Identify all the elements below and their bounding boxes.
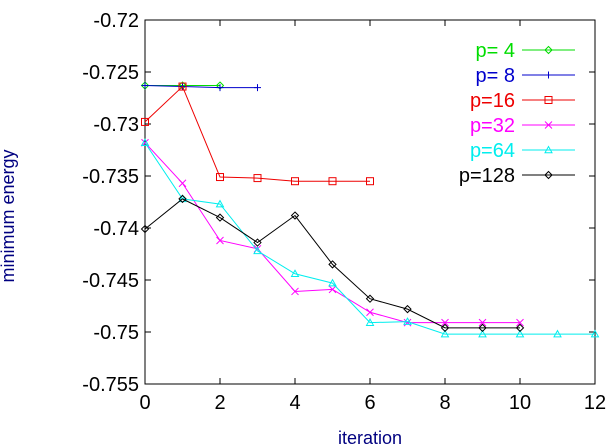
data-point-p128 <box>290 211 300 220</box>
data-point-p64 <box>365 318 375 326</box>
data-point-p32 <box>516 318 524 327</box>
series-line-p16 <box>144 85 370 182</box>
data-point-p128 <box>515 323 525 333</box>
y-tick-label: -0.75 <box>93 322 139 344</box>
data-point-p128 <box>440 323 450 333</box>
marker-stroke <box>441 318 449 327</box>
y-axis-label: minimum energy <box>0 149 18 282</box>
data-point-p64 <box>140 138 150 147</box>
plot-axes: 0 2 4 6 8 10 12 -0.72 -0.725 -0.73 -0.735 -0.74 -0.7… <box>82 10 606 414</box>
marker-stroke <box>178 179 187 188</box>
data-point-p32 <box>441 318 449 327</box>
data-point-p32 <box>403 318 412 327</box>
data-point-p32 <box>328 285 337 294</box>
data-point-p128 <box>403 304 412 314</box>
marker-stroke <box>544 121 553 129</box>
series-p8 <box>141 82 261 92</box>
marker-stroke <box>403 318 412 327</box>
data-point-p128 <box>253 238 262 247</box>
series-p64 <box>140 138 600 338</box>
x-tick-label: 8 <box>439 392 450 414</box>
legend-label-p8: p= 8 <box>476 65 515 87</box>
data-point-p32 <box>291 287 299 296</box>
legend-marker-p4 <box>544 45 553 55</box>
data-point-p64 <box>515 329 525 338</box>
legend-label-p128: p=128 <box>459 165 515 187</box>
legend-label-p32: p=32 <box>470 115 515 137</box>
data-point-p16 <box>366 177 374 186</box>
y-tick-label: -0.73 <box>93 114 139 136</box>
data-point-p8 <box>254 84 261 92</box>
data-point-p128 <box>478 323 487 333</box>
legend-marker-p32 <box>544 121 553 129</box>
data-point-p128 <box>215 213 225 222</box>
data-point-p32 <box>178 179 187 188</box>
y-tick-label: -0.745 <box>82 270 139 292</box>
y-tick-label: -0.735 <box>82 166 139 188</box>
marker-stroke <box>516 318 524 327</box>
x-axis-label: iteration <box>338 428 402 448</box>
legend-label-p16: p=16 <box>470 90 515 112</box>
marker-stroke <box>478 318 487 327</box>
data-point-p8 <box>216 84 224 92</box>
data-point-p32 <box>216 236 224 245</box>
data-point-p16 <box>178 82 187 91</box>
data-point-p128 <box>140 224 150 234</box>
data-point-p32 <box>366 308 374 317</box>
legend-marker-p128 <box>544 170 553 180</box>
data-point-p64 <box>328 278 337 287</box>
series-line-p8 <box>144 85 258 89</box>
x-tick-label: 2 <box>214 392 225 414</box>
y-tick-label: -0.72 <box>93 10 139 32</box>
data-point-p64 <box>215 199 225 208</box>
data-point-p64 <box>440 329 450 338</box>
plot-series <box>140 81 600 338</box>
legend-label-p64: p=64 <box>470 140 515 162</box>
legend-marker-p64 <box>544 145 553 154</box>
y-tick-label: -0.755 <box>82 374 139 396</box>
series-line-p128 <box>144 198 520 329</box>
marker-stroke <box>216 236 224 245</box>
data-point-p16 <box>328 177 337 186</box>
data-point-p64 <box>553 329 562 338</box>
legend-label-p4: p= 4 <box>476 40 515 62</box>
data-point-p64 <box>478 329 487 338</box>
data-point-p16 <box>291 177 299 186</box>
series-p128 <box>140 194 525 333</box>
data-point-p64 <box>290 269 300 278</box>
marker-stroke <box>366 308 374 317</box>
data-point-p16 <box>216 173 224 182</box>
x-tick-label: 6 <box>364 392 375 414</box>
data-point-p128 <box>365 294 375 303</box>
series-p16 <box>141 82 374 186</box>
data-point-p32 <box>478 318 487 327</box>
x-tick-label: 12 <box>584 392 606 414</box>
data-point-p64 <box>403 317 412 325</box>
data-point-p16 <box>141 117 149 126</box>
legend-marker-p8 <box>545 71 552 79</box>
y-tick-label: -0.725 <box>82 62 139 84</box>
marker-stroke <box>328 285 337 294</box>
legend-marker-p16 <box>544 96 553 104</box>
data-point-p128 <box>328 260 337 269</box>
x-tick-label: 4 <box>289 392 300 414</box>
data-point-p64 <box>590 329 600 338</box>
data-point-p64 <box>253 246 262 255</box>
data-point-p16 <box>253 174 262 183</box>
y-tick-label: -0.74 <box>93 218 139 240</box>
data-point-p8 <box>141 82 149 90</box>
data-point-p128 <box>178 194 187 204</box>
series-line-p64 <box>144 142 595 335</box>
x-tick-label: 10 <box>509 392 531 414</box>
x-tick-label: 0 <box>139 392 150 414</box>
marker-stroke <box>291 287 299 296</box>
legend: p= 4 p= 8 p=16 p=32 p=64 p=128 <box>459 40 575 187</box>
